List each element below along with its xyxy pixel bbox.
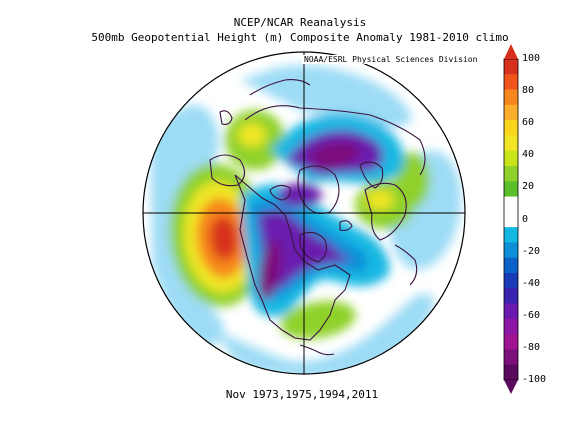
colorbar-cell: [504, 318, 518, 335]
colorbar-cell: [504, 334, 518, 350]
coast-scandinavia: [359, 161, 384, 189]
ridge-yellow-north: [238, 123, 266, 147]
colorbar-tick-label: 40: [522, 149, 535, 161]
colorbar-cell: [504, 120, 518, 136]
colorbar-cell: [504, 181, 518, 197]
colorbar-tick-label: 20: [522, 181, 535, 193]
title-line-1: NCEP/NCAR Reanalysis: [233, 16, 367, 29]
siberia-dark: [310, 142, 360, 168]
colorbar-cell: [504, 135, 518, 152]
europe-yellow: [366, 190, 394, 210]
colorbar-cell: [504, 166, 518, 182]
colorbar-cell: [504, 74, 518, 90]
colorbar-cell: [504, 150, 518, 167]
date-caption: Nov 1973,1975,1994,2011: [225, 388, 379, 401]
colorbar-tick-label: -40: [522, 277, 541, 289]
colorbar-cell: [504, 349, 518, 366]
coast-iceland: [339, 220, 353, 232]
colorbar-cell: [504, 288, 518, 304]
colorbar-tick-label: 100: [522, 53, 541, 64]
colorbar-cell: [504, 242, 518, 259]
colorbar-cell: [504, 227, 518, 243]
colorbar-tick-label: 60: [522, 117, 535, 129]
colorbar-tick-label: 80: [522, 85, 535, 97]
colorbar-tick-label: -60: [522, 309, 541, 321]
colorbar-cell: [504, 211, 518, 228]
atlantic-green: [280, 301, 356, 339]
colorbar-tick-label: 0: [522, 213, 529, 225]
coast-caribbean: [299, 344, 335, 356]
coast-north-america: [234, 174, 351, 341]
coast-japan: [219, 110, 233, 125]
title-line-2: 500mb Geopotential Height (m) Composite …: [91, 31, 509, 44]
colorbar-cell: [504, 104, 518, 121]
colorbar-tick-label: -80: [522, 341, 541, 353]
colorbar-cell: [504, 196, 518, 213]
colorbar-cell: [504, 89, 518, 106]
na-purple: [258, 210, 349, 288]
na-dark-purple: [258, 240, 282, 300]
colorbar-bottom-arrow: [504, 380, 518, 394]
coast-africa-top: [394, 244, 418, 286]
colorbar-cell: [504, 273, 518, 289]
coast-alaska: [209, 154, 246, 187]
colorbar-top-arrow: [504, 44, 518, 59]
coast-hudson-bay: [299, 231, 327, 263]
colorbar-cell: [504, 257, 518, 274]
coast-greenland: [297, 165, 340, 215]
coast-arctic-islands: [269, 184, 291, 201]
colorbar-cell: [504, 364, 518, 381]
hudson-purple: [302, 238, 338, 262]
colorbar-tick-label: -100: [522, 374, 547, 385]
colorbar-cell: [504, 59, 518, 75]
colorbar-cell: [504, 303, 518, 320]
ridge-red: [209, 216, 239, 260]
credit-label: NOAA/ESRL Physical Sciences Division: [302, 55, 480, 64]
coast-siberia: [244, 105, 426, 176]
colorbar-tick-label: -20: [522, 245, 541, 257]
